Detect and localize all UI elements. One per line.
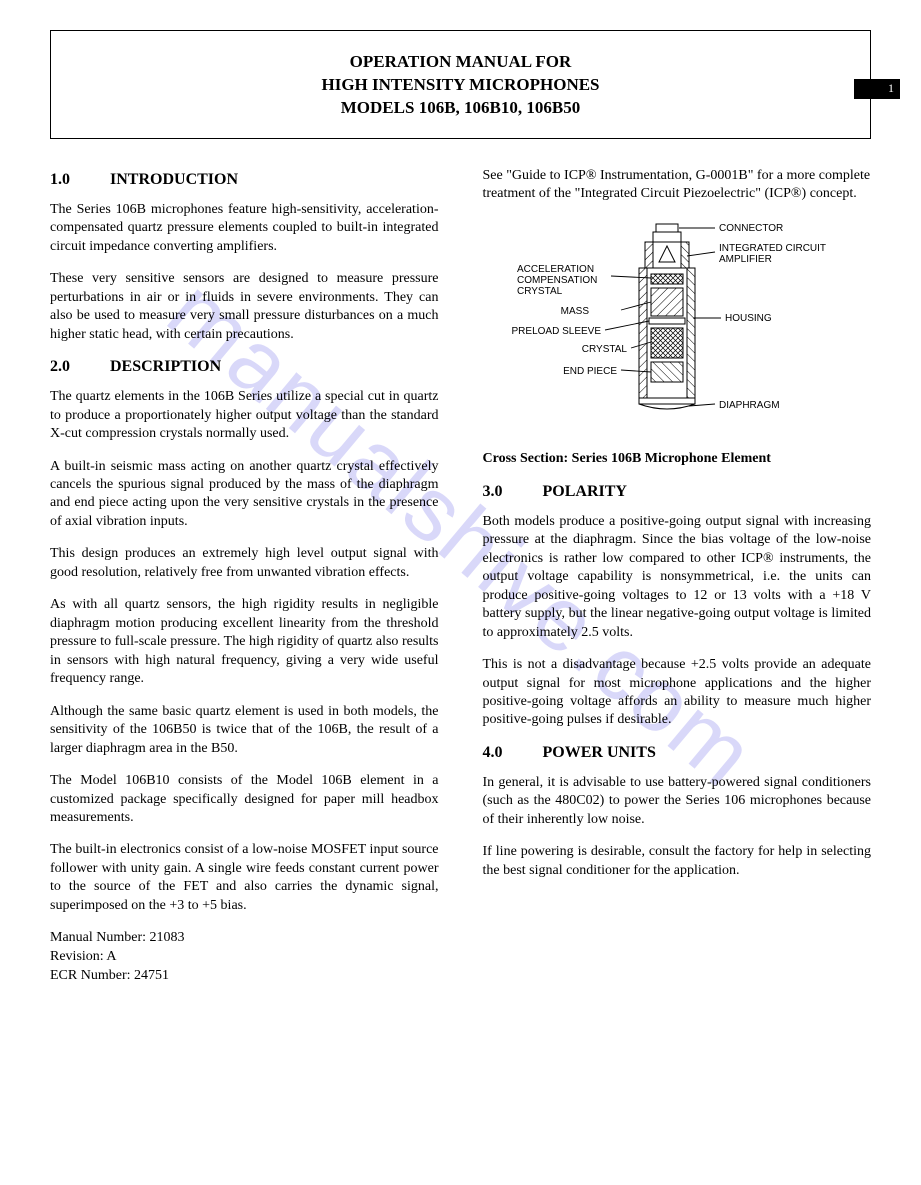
section-3-heading: 3.0 POLARITY bbox=[483, 483, 872, 501]
section-4-heading: 4.0 POWER UNITS bbox=[483, 744, 872, 762]
section-3-title: POLARITY bbox=[543, 483, 627, 500]
title-line-1: OPERATION MANUAL FOR bbox=[61, 51, 860, 74]
revision-label: Revision: bbox=[50, 949, 104, 964]
ecr-line: ECR Number: 24751 bbox=[50, 967, 439, 986]
s2-para-2: A built-in seismic mass acting on anothe… bbox=[50, 458, 439, 532]
ecr-value: 24751 bbox=[134, 968, 169, 983]
title-line-3: MODELS 106B, 106B10, 106B50 bbox=[61, 97, 860, 120]
section-1-number: 1.0 bbox=[50, 171, 106, 189]
s3-para-1: Both models produce a positive-going out… bbox=[483, 513, 872, 642]
label-crystal: CRYSTAL bbox=[581, 344, 627, 355]
s4-para-1: In general, it is advisable to use batte… bbox=[483, 774, 872, 829]
section-1-heading: 1.0 INTRODUCTION bbox=[50, 171, 439, 189]
section-4-number: 4.0 bbox=[483, 744, 539, 762]
s2-para-1: The quartz elements in the 106B Series u… bbox=[50, 388, 439, 443]
ecr-label: ECR Number: bbox=[50, 968, 131, 983]
label-amp-2: AMPLIFIER bbox=[719, 254, 772, 265]
section-4-title: POWER UNITS bbox=[543, 744, 656, 761]
s2-para-5: Although the same basic quartz element i… bbox=[50, 703, 439, 758]
s1-para-1: The Series 106B microphones feature high… bbox=[50, 201, 439, 256]
title-line-2: HIGH INTENSITY MICROPHONES bbox=[61, 74, 860, 97]
section-2-title: DESCRIPTION bbox=[110, 358, 221, 375]
s2-para-7: The built-in electronics consist of a lo… bbox=[50, 841, 439, 915]
section-1-title: INTRODUCTION bbox=[110, 171, 238, 188]
manual-number-line: Manual Number: 21083 bbox=[50, 929, 439, 948]
manual-number-label: Manual Number: bbox=[50, 930, 146, 945]
label-housing: HOUSING bbox=[725, 313, 772, 324]
manual-number-value: 21083 bbox=[150, 930, 185, 945]
s2-para-6: The Model 106B10 consists of the Model 1… bbox=[50, 772, 439, 827]
two-column-layout: 1.0 INTRODUCTION The Series 106B microph… bbox=[50, 167, 871, 986]
label-amp-1: INTEGRATED CIRCUIT bbox=[719, 243, 826, 254]
page-number-badge: 1 bbox=[854, 79, 900, 99]
s1-para-2: These very sensitive sensors are designe… bbox=[50, 270, 439, 344]
section-2-heading: 2.0 DESCRIPTION bbox=[50, 358, 439, 376]
label-accel-1: ACCELERATION bbox=[517, 264, 594, 275]
right-column: See "Guide to ICP® Instrumentation, G-00… bbox=[483, 167, 872, 986]
s2-para-4: As with all quartz sensors, the high rig… bbox=[50, 596, 439, 688]
section-2-number: 2.0 bbox=[50, 358, 106, 376]
label-accel-3: CRYSTAL bbox=[517, 286, 563, 297]
label-diaphragm: DIAPHRAGM bbox=[719, 400, 780, 411]
s4-para-2: If line powering is desirable, consult t… bbox=[483, 843, 872, 880]
s2-para-3: This design produces an extremely high l… bbox=[50, 545, 439, 582]
cross-section-figure: CONNECTOR INTEGRATED CIRCUIT AMPLIFIER A… bbox=[483, 218, 872, 433]
title-box: OPERATION MANUAL FOR HIGH INTENSITY MICR… bbox=[50, 30, 871, 139]
figure-caption: Cross Section: Series 106B Microphone El… bbox=[483, 451, 872, 467]
label-preload: PRELOAD SLEEVE bbox=[511, 326, 601, 337]
label-mass: MASS bbox=[560, 306, 589, 317]
section-3-number: 3.0 bbox=[483, 483, 539, 501]
icp-reference-text: See "Guide to ICP® Instrumentation, G-00… bbox=[483, 167, 872, 204]
label-accel-2: COMPENSATION bbox=[517, 275, 597, 286]
label-connector: CONNECTOR bbox=[719, 223, 783, 234]
cross-section-svg: CONNECTOR INTEGRATED CIRCUIT AMPLIFIER A… bbox=[483, 218, 843, 428]
revision-value: A bbox=[106, 949, 116, 964]
s3-para-2: This is not a disadvantage because +2.5 … bbox=[483, 656, 872, 730]
revision-line: Revision: A bbox=[50, 948, 439, 967]
label-endpiece: END PIECE bbox=[563, 366, 617, 377]
left-column: 1.0 INTRODUCTION The Series 106B microph… bbox=[50, 167, 439, 986]
